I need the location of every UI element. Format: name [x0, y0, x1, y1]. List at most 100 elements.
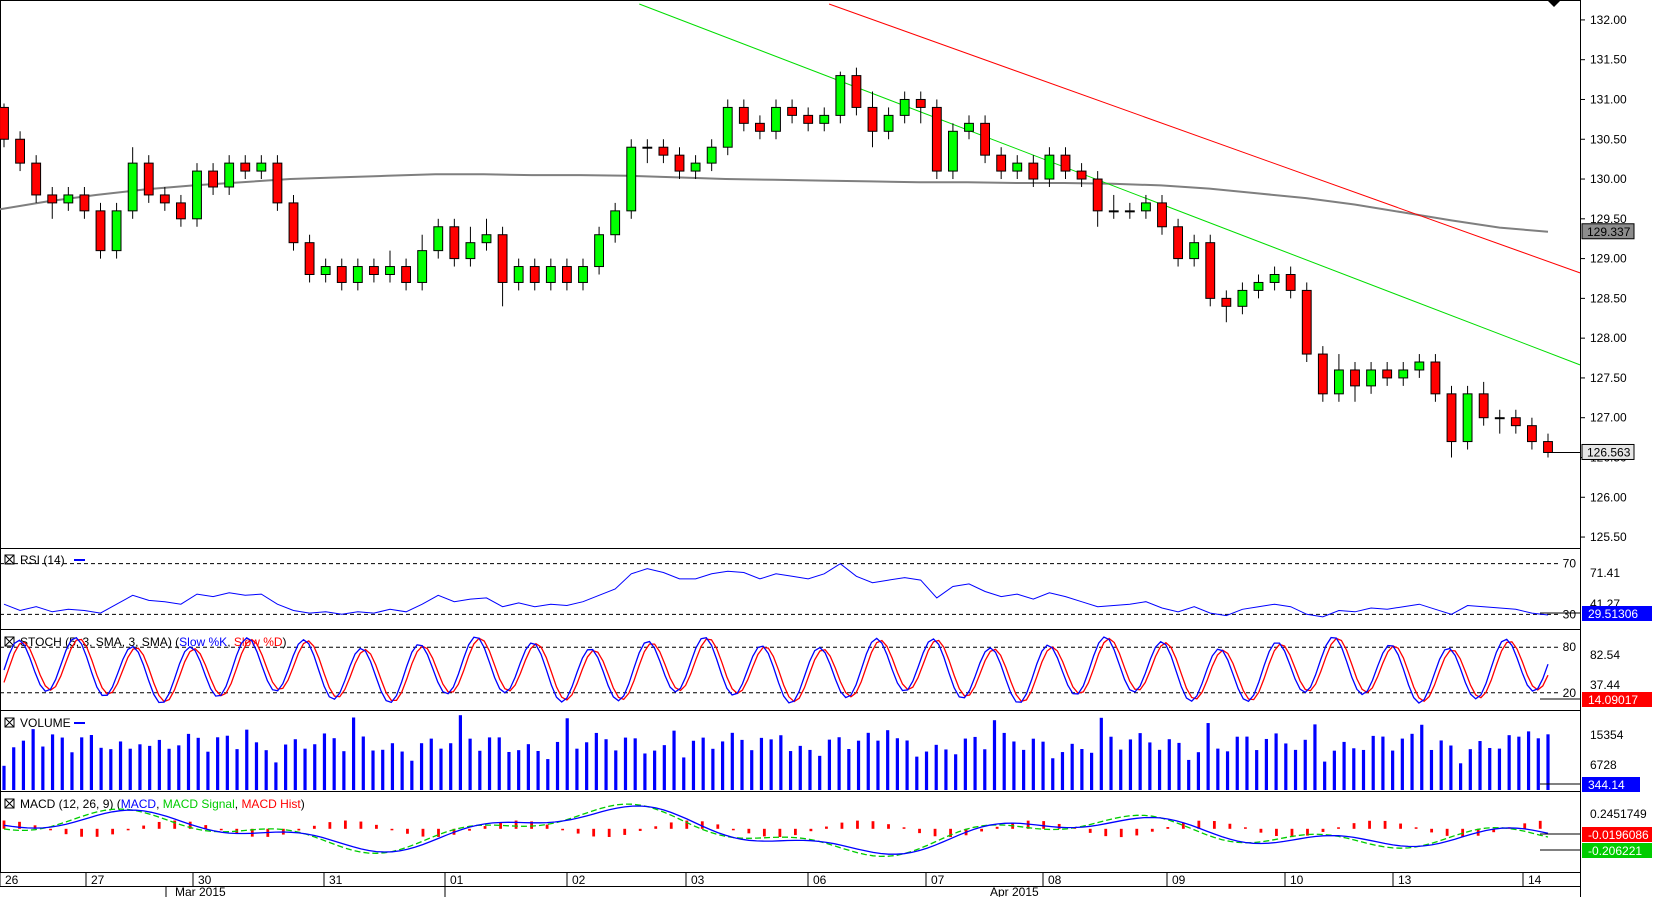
candle-body — [1382, 369, 1393, 379]
candle — [336, 258, 347, 291]
candle — [1350, 362, 1360, 402]
macd-hist-bar — [1523, 823, 1527, 829]
macd-hist-bar — [297, 828, 301, 831]
volume-bar — [1546, 734, 1550, 790]
price-tick-label: 130.00 — [1590, 172, 1627, 186]
stoch-level-20-label: 20 — [1563, 686, 1577, 700]
candle — [545, 258, 556, 291]
volume-bar — [41, 746, 45, 790]
candle — [1189, 234, 1200, 267]
price-tick-label: 128.00 — [1590, 331, 1627, 345]
volume-bar — [138, 744, 142, 790]
macd-hist-bar — [499, 822, 502, 829]
volume-bar — [497, 737, 501, 790]
candle-body — [79, 194, 90, 212]
candle — [915, 91, 926, 124]
x-month-label: Mar 2015 — [175, 885, 226, 897]
volume-bar — [633, 738, 637, 790]
macd-hist-bar — [1306, 828, 1309, 836]
candle-body — [545, 266, 556, 283]
candle — [867, 91, 878, 148]
volume-bar — [1536, 738, 1540, 790]
stoch-k-name: Slow %K — [179, 635, 227, 649]
volume-bar — [196, 737, 200, 790]
volume-bar — [1196, 752, 1201, 790]
scroll-marker-icon[interactable] — [1547, 0, 1561, 7]
candle-body — [1543, 441, 1553, 453]
stoch-last-box — [1582, 692, 1652, 707]
volume-bar — [1245, 736, 1249, 790]
candle — [143, 155, 154, 203]
candle — [658, 139, 669, 164]
candle — [47, 186, 58, 219]
candle-body — [787, 106, 798, 116]
volume-bar — [895, 738, 899, 790]
x-axis: 26 27 30 31 01 02 03 06 07 08 09 10 13 14 Mar 2015 Apr … — [0, 872, 1580, 897]
volume-bar — [759, 737, 764, 790]
macd-hist-bar — [1166, 827, 1170, 829]
candle — [1221, 290, 1232, 323]
volume-bar — [390, 743, 395, 790]
candle-body — [0, 106, 9, 140]
candle-body — [996, 154, 1007, 172]
volume-bar — [410, 760, 414, 790]
candle-body — [63, 194, 74, 204]
price-tick-label: 126.00 — [1590, 490, 1627, 504]
candle — [947, 123, 958, 180]
volume-bar — [769, 739, 773, 790]
candle — [964, 115, 974, 140]
candle — [497, 226, 508, 307]
candle-body — [803, 114, 814, 124]
volume-bar — [614, 750, 618, 790]
volume-bar — [575, 748, 579, 790]
macd-hist-bar — [111, 828, 115, 835]
volume-bar — [274, 762, 278, 790]
volume-bar — [1274, 733, 1278, 790]
candle-body — [835, 75, 846, 116]
candle — [1237, 282, 1248, 315]
candle — [722, 99, 733, 156]
candle — [256, 155, 267, 180]
candle-body — [1366, 369, 1377, 387]
macd-hist-bar — [1244, 827, 1247, 829]
candle-body — [1269, 274, 1280, 283]
candle-body — [1076, 170, 1087, 180]
volume-bar — [1332, 750, 1336, 790]
candle — [1044, 147, 1055, 187]
candle-body — [1108, 210, 1119, 213]
price-tick-label: 129.50 — [1590, 212, 1627, 226]
macd-hist-bar — [1321, 828, 1325, 832]
candle-body — [1124, 210, 1135, 213]
ma-value-box — [1581, 223, 1635, 240]
candle — [1012, 155, 1023, 180]
x-day-label: 26 — [5, 873, 19, 887]
macd-hist-bar — [1119, 828, 1123, 838]
volume-bar — [60, 737, 64, 790]
volume-bar — [905, 740, 909, 790]
volume-bar — [400, 751, 404, 790]
volume-bar — [1167, 739, 1171, 790]
candlesticks — [0, 67, 1553, 458]
candle-body — [95, 210, 106, 252]
stoch-slow-k-line — [3, 636, 1549, 704]
macd-hist-bar — [933, 828, 937, 837]
candle-body — [1157, 202, 1167, 228]
volume-bar — [886, 730, 890, 790]
volume-bar — [643, 753, 647, 790]
volume-bar — [1526, 731, 1531, 790]
candle — [771, 99, 781, 140]
volume-bar — [1235, 736, 1239, 790]
volume-bar — [351, 717, 356, 790]
rsi-axis-label-1: 71.41 — [1590, 566, 1620, 580]
candle — [1510, 409, 1521, 434]
volume-last-box — [1582, 777, 1640, 792]
macd-hist-bar — [1538, 820, 1542, 829]
candle-body — [1430, 361, 1441, 395]
macd-hist-bar — [514, 820, 518, 829]
x-day-label: 03 — [691, 873, 705, 887]
volume-bar — [1031, 738, 1035, 790]
candle-body — [47, 194, 58, 204]
macd-hist-bar — [995, 826, 999, 829]
volume-bar — [876, 740, 880, 790]
stoch-axis-label-2: 37.44 — [1590, 678, 1620, 692]
